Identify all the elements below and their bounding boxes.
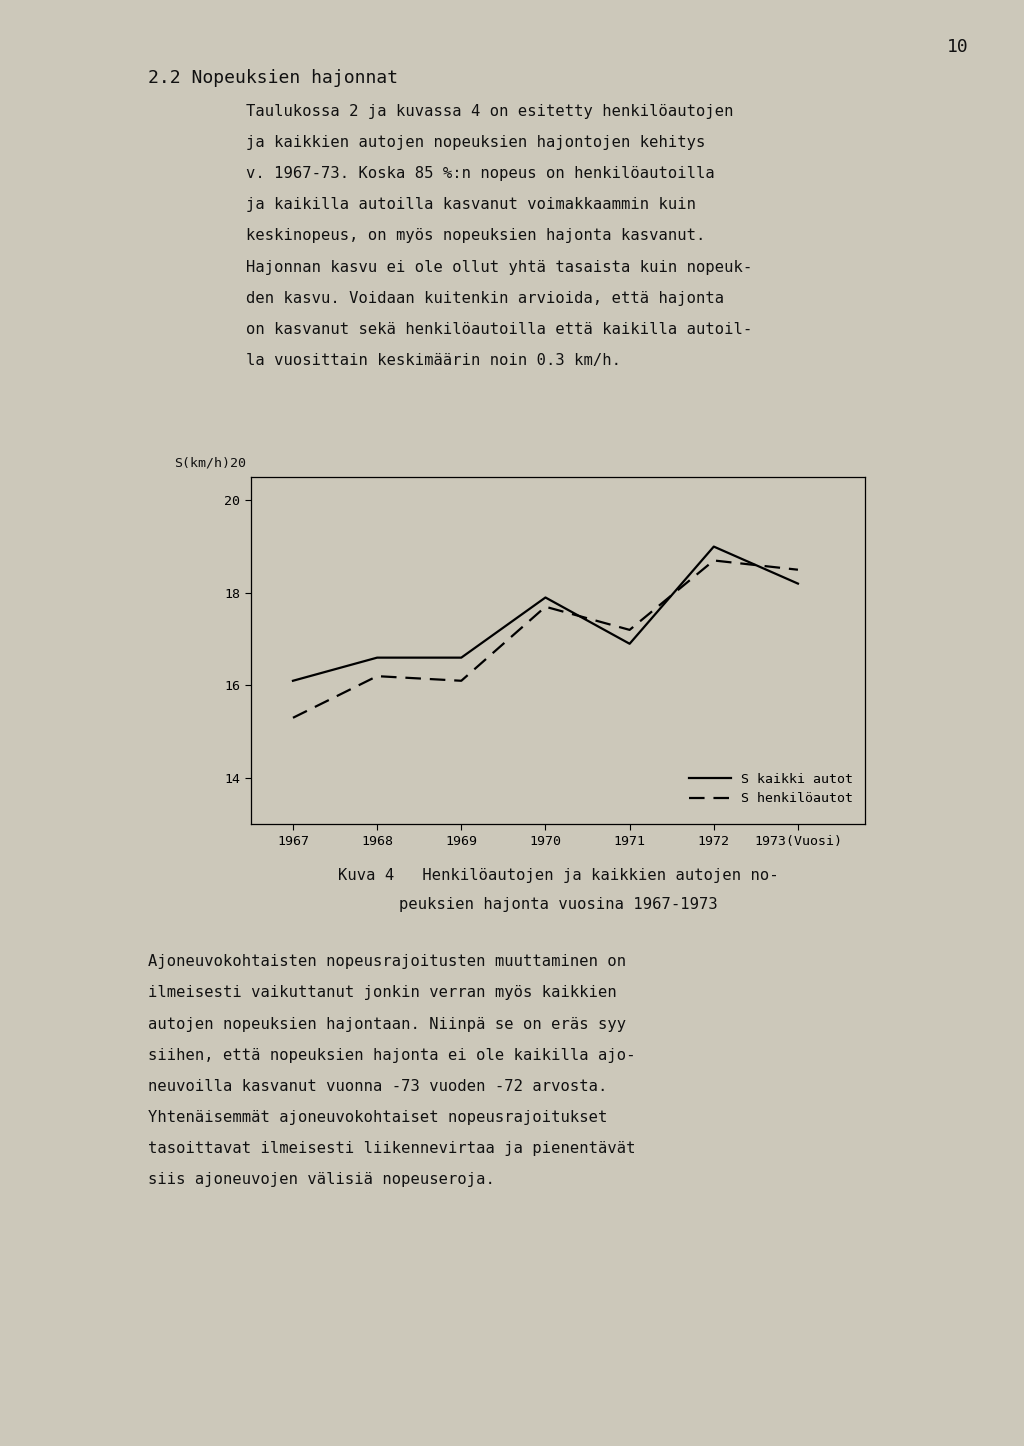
Text: S(km/h)20: S(km/h)20 [174,457,246,470]
Text: den kasvu. Voidaan kuitenkin arvioida, että hajonta: den kasvu. Voidaan kuitenkin arvioida, e… [246,291,724,305]
Text: 2.2 Nopeuksien hajonnat: 2.2 Nopeuksien hajonnat [148,69,398,87]
Text: ja kaikilla autoilla kasvanut voimakkaammin kuin: ja kaikilla autoilla kasvanut voimakkaam… [246,197,695,213]
Text: la vuosittain keskimäärin noin 0.3 km/h.: la vuosittain keskimäärin noin 0.3 km/h. [246,353,621,367]
Text: on kasvanut sekä henkilöautoilla että kaikilla autoil-: on kasvanut sekä henkilöautoilla että ka… [246,321,752,337]
Text: tasoittavat ilmeisesti liikennevirtaa ja pienentävät: tasoittavat ilmeisesti liikennevirtaa ja… [148,1141,636,1155]
Text: v. 1967-73. Koska 85 %:n nopeus on henkilöautoilla: v. 1967-73. Koska 85 %:n nopeus on henki… [246,166,715,181]
Text: siis ajoneuvojen välisiä nopeuseroja.: siis ajoneuvojen välisiä nopeuseroja. [148,1171,496,1187]
Text: Taulukossa 2 ja kuvassa 4 on esitetty henkilöautojen: Taulukossa 2 ja kuvassa 4 on esitetty he… [246,104,733,119]
Legend: S kaikki autot, S henkilöautot: S kaikki autot, S henkilöautot [683,768,859,811]
Text: ja kaikkien autojen nopeuksien hajontojen kehitys: ja kaikkien autojen nopeuksien hajontoje… [246,134,706,150]
Text: Kuva 4   Henkilöautojen ja kaikkien autojen no-: Kuva 4 Henkilöautojen ja kaikkien autoje… [338,868,778,882]
Text: Yhtenäisemmät ajoneuvokohtaiset nopeusrajoitukset: Yhtenäisemmät ajoneuvokohtaiset nopeusra… [148,1111,608,1125]
Text: autojen nopeuksien hajontaan. Niinpä se on eräs syy: autojen nopeuksien hajontaan. Niinpä se … [148,1017,627,1031]
Text: Hajonnan kasvu ei ole ollut yhtä tasaista kuin nopeuk-: Hajonnan kasvu ei ole ollut yhtä tasaist… [246,260,752,275]
Text: keskinopeus, on myös nopeuksien hajonta kasvanut.: keskinopeus, on myös nopeuksien hajonta … [246,228,706,243]
Text: siihen, että nopeuksien hajonta ei ole kaikilla ajo-: siihen, että nopeuksien hajonta ei ole k… [148,1047,636,1063]
Text: 10: 10 [946,38,969,55]
Text: ilmeisesti vaikuttanut jonkin verran myös kaikkien: ilmeisesti vaikuttanut jonkin verran myö… [148,986,617,1001]
Text: neuvoilla kasvanut vuonna -73 vuoden -72 arvosta.: neuvoilla kasvanut vuonna -73 vuoden -72… [148,1079,608,1093]
Text: peuksien hajonta vuosina 1967-1973: peuksien hajonta vuosina 1967-1973 [398,897,718,911]
Text: Ajoneuvokohtaisten nopeusrajoitusten muuttaminen on: Ajoneuvokohtaisten nopeusrajoitusten muu… [148,954,627,969]
